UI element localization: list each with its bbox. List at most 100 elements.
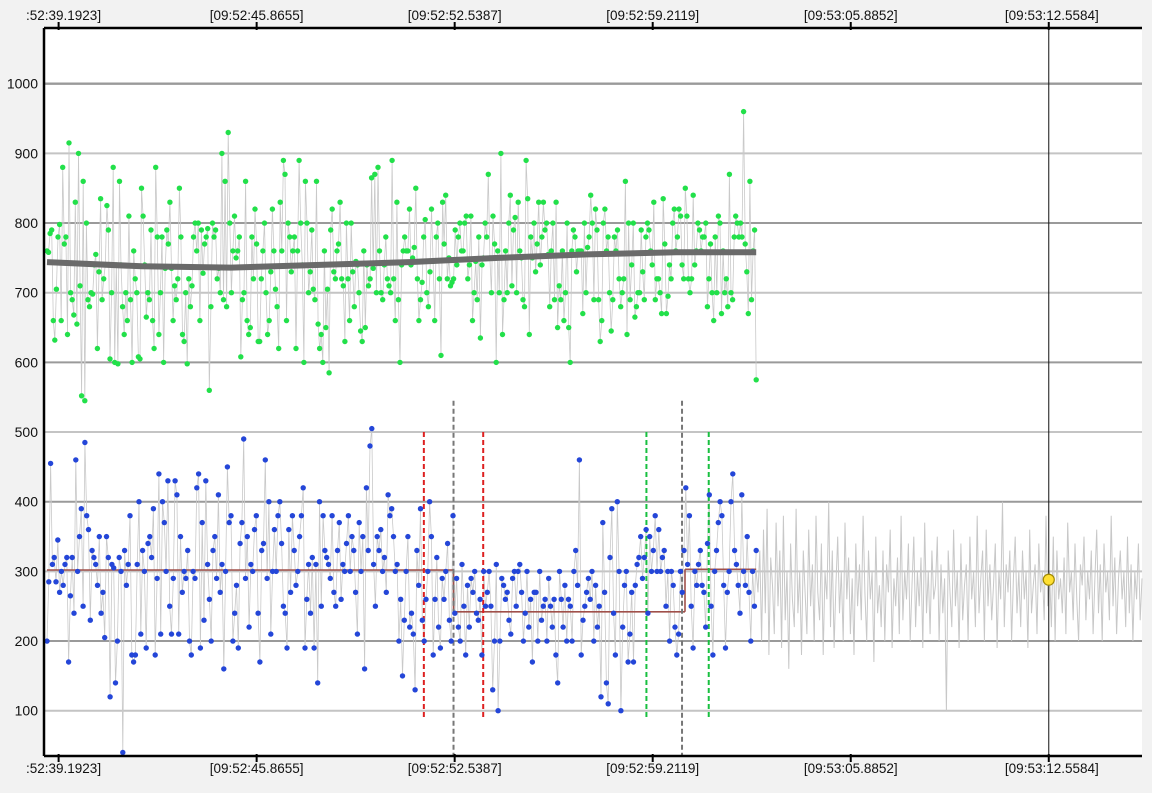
upper-points-point (424, 290, 430, 296)
lower-points-point (170, 575, 176, 582)
upper-points-point (64, 331, 71, 338)
lower-points-point (446, 617, 453, 623)
cursor[interactable] (1042, 28, 1055, 756)
upper-points-point (58, 317, 64, 324)
upper-points-point (346, 317, 353, 324)
upper-points-point (313, 178, 320, 184)
upper-points-point (687, 290, 693, 296)
lower-points-point (217, 589, 223, 595)
lower-points-point (224, 464, 231, 470)
lower-points-point (120, 749, 126, 756)
upper-points-point (97, 196, 104, 202)
upper-points-point (707, 241, 714, 247)
lower-points-point (340, 561, 346, 568)
lower-points-point (354, 631, 361, 637)
lower-points-point (139, 547, 146, 554)
upper-points-point (384, 276, 391, 282)
upper-points-point (588, 192, 594, 198)
upper-points-point (74, 321, 80, 327)
upper-points-point (253, 241, 260, 247)
upper-points-point (242, 178, 249, 184)
lower-points-point (569, 638, 575, 644)
lower-points-point (273, 568, 279, 575)
upper-points-point (373, 290, 380, 296)
lower-points-point (284, 645, 290, 651)
upper-points-point (115, 361, 121, 367)
lower-points-point (213, 575, 220, 582)
lower-points-point (733, 561, 740, 568)
upper-points-point (452, 227, 458, 233)
lower-points-point (461, 603, 467, 609)
lower-points-point (712, 568, 718, 575)
upper-points-point (417, 297, 424, 303)
lower-points-point (668, 568, 675, 575)
lower-points-point (589, 568, 595, 575)
lower-points-point (154, 575, 160, 582)
lower-points-point (296, 533, 303, 540)
lower-points-point (105, 554, 112, 561)
upper-points-point (361, 248, 367, 254)
lower-points-point (235, 645, 241, 651)
upper-points-point (209, 220, 216, 226)
lower-points-point (694, 582, 700, 588)
upper-points-point (121, 331, 127, 338)
upper-points-point (197, 317, 203, 324)
lower-points-point (257, 659, 263, 665)
lower-points-point (556, 568, 563, 575)
upper-points-point (266, 317, 272, 324)
upper-points-point (127, 297, 134, 303)
upper-points-point (264, 331, 271, 338)
lower-points-point (177, 533, 184, 540)
lower-points-point (94, 582, 101, 588)
lower-points-point (197, 645, 204, 651)
lower-points-point (740, 568, 747, 575)
lower-points-point (287, 589, 294, 595)
upper-points-point (564, 220, 570, 226)
lower-points-point (298, 513, 305, 519)
upper-points-point (335, 241, 342, 247)
lower-points-point (715, 519, 721, 526)
cursor-marker[interactable] (1042, 573, 1055, 586)
lower-points-point (625, 659, 631, 665)
lower-points-point (486, 568, 492, 575)
lower-points-point (731, 547, 738, 554)
upper-points-point (200, 270, 206, 276)
upper-points-point (504, 290, 510, 296)
lower-points-point (647, 533, 653, 540)
lower-points-point (672, 624, 678, 630)
upper-points-point (443, 192, 449, 198)
y-tick-label-200: 200 (15, 633, 39, 649)
lower-points-point (583, 589, 590, 595)
upper-points-point (679, 262, 685, 268)
lower-points-point (165, 478, 171, 484)
upper-points-point (151, 345, 157, 352)
lower-points-point (629, 589, 635, 595)
upper-points-point (751, 227, 758, 233)
upper-points-point (233, 255, 239, 261)
lower-points-point (358, 568, 364, 575)
upper-points-point (208, 304, 214, 310)
upper-points-point (164, 227, 170, 233)
upper-points-point (526, 331, 532, 338)
lower-points-point (567, 603, 573, 609)
lower-points-point (67, 593, 74, 599)
lower-points-point (167, 603, 173, 609)
upper-points-point (219, 150, 225, 157)
lower-points-point (130, 659, 137, 665)
lower-points-point (542, 596, 548, 602)
upper-points-point (649, 262, 655, 268)
lower-points-point (307, 610, 314, 616)
upper-points-point (701, 234, 707, 240)
upper-points-point (105, 227, 112, 233)
lower-points-point (609, 506, 615, 512)
upper-points-point (159, 234, 165, 240)
upper-points-point (477, 335, 484, 341)
lower-points-point (89, 547, 95, 554)
lower-points-point (64, 554, 70, 561)
upper-points-point (326, 370, 332, 376)
upper-points-point (706, 276, 712, 282)
upper-points-point (725, 304, 731, 310)
upper-points-point (189, 283, 195, 289)
y-tick-label-600: 600 (15, 354, 39, 370)
